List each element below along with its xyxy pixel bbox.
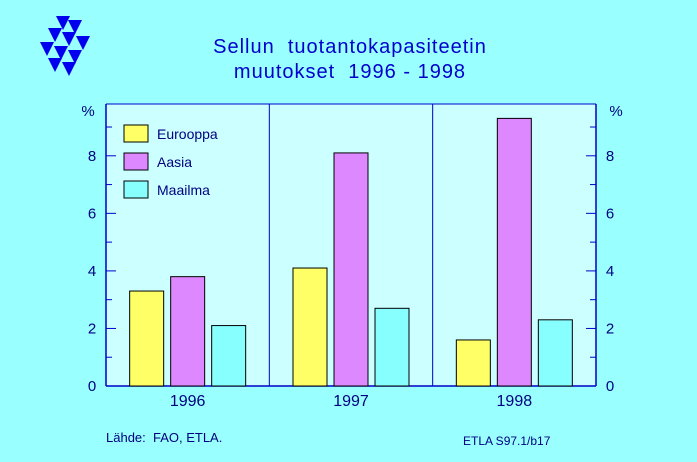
legend-swatch-eurooppa bbox=[123, 124, 149, 143]
bar-eurooppa-1997 bbox=[292, 267, 328, 387]
chart-title-line-2: muutokset 1996 - 1998 bbox=[233, 61, 467, 83]
bar-aasia-1997 bbox=[333, 152, 369, 387]
x-tick-label: 1998 bbox=[497, 393, 533, 410]
y-tick-label-right: 8 bbox=[606, 148, 614, 165]
y-tick-label-left: 4 bbox=[88, 263, 96, 280]
x-tick-label: 1996 bbox=[170, 393, 206, 410]
etla-logo-icon bbox=[40, 16, 90, 76]
bar-eurooppa-1996 bbox=[129, 290, 165, 387]
chart-code: ETLA S97.1/b17 bbox=[463, 434, 551, 448]
y-tick-label-right: 2 bbox=[606, 320, 614, 337]
legend-swatch-aasia bbox=[123, 152, 149, 171]
y-tick-label-left: 2 bbox=[88, 320, 96, 337]
bar-aasia-1996 bbox=[170, 276, 206, 387]
bar-aasia-1998 bbox=[496, 117, 532, 387]
y-tick-label-right: 4 bbox=[606, 263, 614, 280]
bar-maailma-1998 bbox=[537, 319, 573, 387]
y-tick-label-right: 0 bbox=[606, 378, 614, 395]
bar-maailma-1997 bbox=[374, 307, 410, 387]
legend-swatch-maailma bbox=[123, 180, 149, 199]
y-axis-unit-right: % bbox=[609, 103, 622, 120]
chart-title-line-1: Sellun tuotantokapasiteetin bbox=[213, 36, 487, 58]
y-tick-label-left: 0 bbox=[88, 378, 96, 395]
legend-label-aasia: Aasia bbox=[157, 154, 192, 170]
y-axis-unit-left: % bbox=[81, 103, 94, 120]
legend-label-maailma: Maailma bbox=[157, 182, 210, 198]
x-tick-label: 1997 bbox=[333, 393, 369, 410]
bar-eurooppa-1998 bbox=[455, 339, 491, 387]
bar-maailma-1996 bbox=[211, 325, 247, 387]
source-note: Lähde: FAO, ETLA. bbox=[106, 430, 223, 445]
y-tick-label-left: 6 bbox=[88, 205, 96, 222]
y-tick-label-right: 6 bbox=[606, 205, 614, 222]
y-tick-label-left: 8 bbox=[88, 148, 96, 165]
legend-label-eurooppa: Eurooppa bbox=[157, 126, 218, 142]
